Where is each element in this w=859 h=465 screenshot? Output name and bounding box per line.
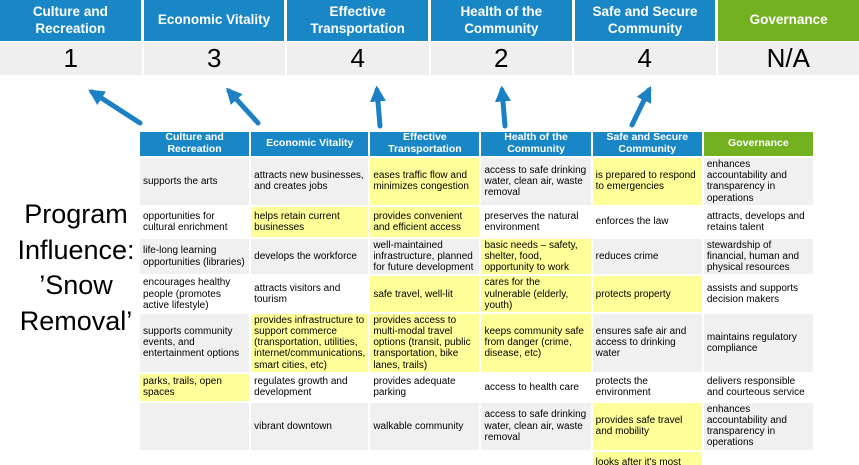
matrix-cell-r8-governance [703, 451, 813, 465]
program-label-line: Removal’ [19, 305, 133, 336]
matrix-header-culture-and-recreation: Culture and Recreation [140, 132, 250, 156]
matrix-cell-r2-effective-transportation: provides convenient and efficient access [370, 206, 480, 237]
matrix-cell-r3-governance: stewardship of financial, human and phys… [703, 238, 813, 275]
matrix-cell-r2-culture-and-recreation: opportunities for cultural enrichment [140, 206, 250, 237]
matrix-cell-r8-culture-and-recreation [140, 451, 250, 465]
program-label-line: Program [24, 199, 128, 229]
matrix-cell-r8-economic-vitality [251, 451, 369, 465]
matrix-cell-r3-health-of-the-community: basic needs – safety, shelter, food, opp… [481, 238, 591, 275]
arrow-health-icon [494, 85, 511, 129]
arrow-culture-icon [88, 89, 143, 126]
matrix-cell-r2-health-of-the-community: preserves the natural environment [481, 206, 591, 237]
matrix-header-health-of-the-community: Health of the Community [481, 132, 591, 156]
influence-arrows [88, 85, 652, 129]
matrix-cell-r7-effective-transportation: walkable community [370, 402, 480, 450]
matrix-cell-r4-governance: assists and supports decision makers [703, 276, 813, 312]
matrix-cell-r1-safe-and-secure-community: is prepared to respond to emergencies [592, 158, 702, 205]
scoreboard-score-health-of-the-community: 2 [430, 42, 572, 75]
matrix-cell-r8-effective-transportation [370, 451, 480, 465]
arrow-safe-icon [629, 85, 652, 128]
matrix-cell-r6-governance: delivers responsible and courteous servi… [703, 373, 813, 401]
program-label-line: Influence: [17, 234, 135, 265]
matrix-cell-r6-effective-transportation: provides adequate parking [370, 373, 480, 401]
matrix-cell-r4-safe-and-secure-community: protects property [592, 276, 702, 312]
matrix-cell-r1-culture-and-recreation: supports the arts [140, 158, 250, 205]
scoreboard-header-governance: Governance [718, 0, 859, 41]
scoreboard-header-row: Culture and Recreation Economic Vitality E… [0, 0, 859, 41]
matrix-header-governance: Governance [703, 132, 813, 156]
scoreboard-header-health-of-the-community: Health of the Community [431, 0, 572, 41]
matrix-cell-r7-economic-vitality: vibrant downtown [251, 402, 369, 450]
matrix-cell-r4-health-of-the-community: cares for the vulnerable (elderly, youth… [481, 276, 591, 312]
matrix-cell-r6-health-of-the-community: access to health care [481, 373, 591, 401]
matrix-cell-r2-safe-and-secure-community: enforces the law [592, 206, 702, 237]
scoreboard: Culture and Recreation Economic Vitality E… [0, 0, 859, 75]
scoreboard-header-effective-transportation: Effective Transportation [287, 0, 428, 41]
scoreboard-header-culture-and-recreation: Culture and Recreation [0, 0, 141, 41]
matrix-cell-r5-effective-transportation: provides access to multi-modal travel op… [370, 313, 480, 372]
matrix-cell-r5-governance: maintains regulatory compliance [703, 313, 813, 372]
matrix-cell-r7-health-of-the-community: access to safe drinking water, clean air… [481, 402, 591, 450]
influence-matrix: Culture and Recreation Economic Vitality E… [140, 132, 813, 465]
matrix-cell-r7-safe-and-secure-community: provides safe travel and mobility [592, 402, 702, 450]
matrix-cell-r2-governance: attracts, develops and retains talent [703, 206, 813, 237]
program-influence-label: Program Influence: ’Snow Removal’ [0, 197, 152, 340]
arrow-transportation-icon [369, 85, 386, 129]
matrix-cell-r3-economic-vitality: develops the workforce [251, 238, 369, 275]
matrix-header-effective-transportation: Effective Transportation [370, 132, 480, 156]
matrix-cell-r5-economic-vitality: provides infrastructure to support comme… [251, 313, 369, 372]
matrix-cell-r8-safe-and-secure-community: looks after it's most vulnerable [592, 451, 702, 465]
matrix-cell-r1-health-of-the-community: access to safe drinking water, clean air… [481, 158, 591, 205]
matrix-cell-r6-safe-and-secure-community: protects the environment [592, 373, 702, 401]
scoreboard-score-safe-and-secure-community: 4 [574, 42, 716, 75]
matrix-header-safe-and-secure-community: Safe and Secure Community [592, 132, 702, 156]
matrix-cell-r3-safe-and-secure-community: reduces crime [592, 238, 702, 275]
matrix-cell-r6-economic-vitality: regulates growth and development [251, 373, 369, 401]
matrix-cell-r4-effective-transportation: safe travel, well-lit [370, 276, 480, 312]
matrix-header-economic-vitality: Economic Vitality [251, 132, 369, 156]
matrix-cell-r5-health-of-the-community: keeps community safe from danger (crime,… [481, 313, 591, 372]
matrix-cell-r8-health-of-the-community [481, 451, 591, 465]
matrix-cell-r3-culture-and-recreation: life-long learning opportunities (librar… [140, 238, 250, 275]
scoreboard-header-economic-vitality: Economic Vitality [143, 0, 285, 41]
matrix-cell-r1-effective-transportation: eases traffic flow and minimizes congest… [370, 158, 480, 205]
matrix-cell-r7-governance: enhances accountability and transparency… [703, 402, 813, 450]
program-label-line: ’Snow [39, 270, 113, 301]
scoreboard-score-effective-transportation: 4 [287, 42, 429, 75]
matrix-cell-r6-culture-and-recreation: parks, trails, open spaces [140, 373, 250, 401]
scoreboard-score-governance: N/A [717, 42, 859, 75]
matrix-cell-r4-culture-and-recreation: encourages healthy people (promotes acti… [140, 276, 250, 312]
matrix-cell-r5-safe-and-secure-community: ensures safe air and access to drinking … [592, 313, 702, 372]
scoreboard-header-safe-and-secure-community: Safe and Secure Community [574, 0, 716, 41]
matrix-cell-r7-culture-and-recreation [140, 402, 250, 450]
matrix-cell-r1-economic-vitality: attracts new businesses, and creates job… [251, 158, 369, 205]
scoreboard-score-culture-and-recreation: 1 [0, 42, 142, 75]
scoreboard-score-row: 1 3 4 2 4 N/A [0, 42, 859, 75]
matrix-cell-r4-economic-vitality: attracts visitors and tourism [251, 276, 369, 312]
matrix-cell-r1-governance: enhances accountability and transparency… [703, 158, 813, 205]
arrow-economic-icon [225, 87, 261, 126]
matrix-cell-r3-effective-transportation: well-maintained infrastructure, planned … [370, 238, 480, 275]
matrix-cell-r5-culture-and-recreation: supports community events, and entertain… [140, 313, 250, 372]
scoreboard-score-economic-vitality: 3 [143, 42, 285, 75]
matrix-cell-r2-economic-vitality: helps retain current businesses [251, 206, 369, 237]
